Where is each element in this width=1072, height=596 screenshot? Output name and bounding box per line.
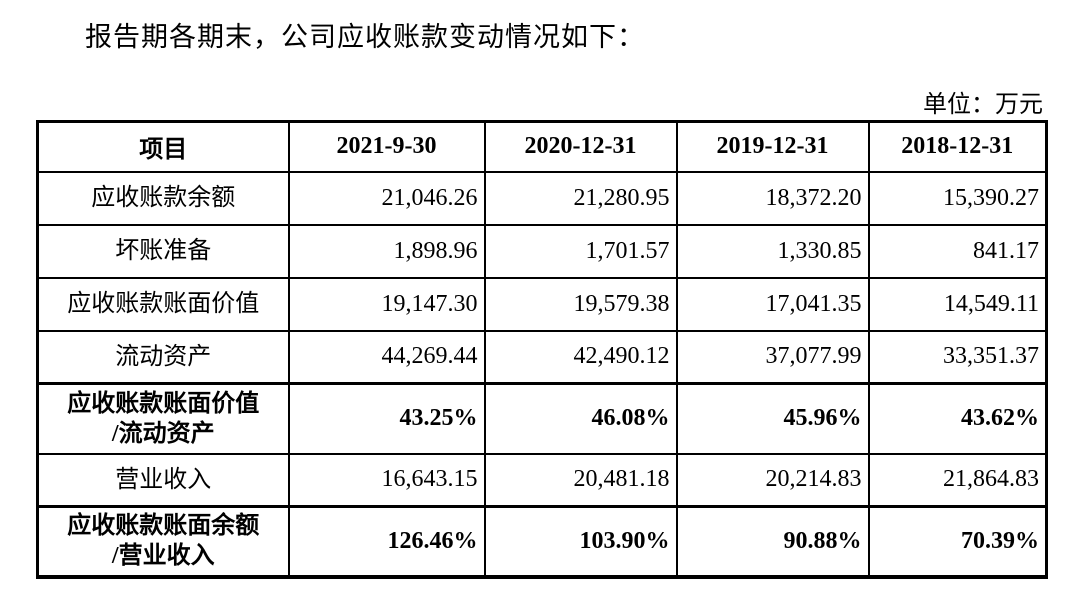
cell-value: 21,280.95 [483,170,678,226]
table-header-row: 项目 2021-9-30 2020-12-31 2019-12-31 2018-… [36,120,1048,173]
cell-value: 44,269.44 [287,329,486,385]
row-label-line: 应收账款账面余额 [67,513,260,540]
row-label-line: /流动资产 [111,420,215,447]
cell-value: 126.46% [287,505,486,578]
cell-value: 19,579.38 [483,276,678,332]
cell-value: 1,330.85 [675,223,870,279]
table-row: 营业收入 16,643.15 20,481.18 20,214.83 21,864.83 [36,452,1048,508]
row-label-line: 坏账准备 [115,238,212,264]
cell-value: 1,701.57 [483,223,678,279]
cell-value: 20,481.18 [483,452,678,508]
table-body: 应收账款余额 21,046.26 21,280.95 18,372.20 15,390.… [36,170,1048,578]
row-label-line: /营业收入 [111,543,215,570]
row-label: 流动资产 [36,329,290,385]
header-cell-date-4: 2018-12-31 [867,120,1048,173]
cell-value: 20,214.83 [675,452,870,508]
row-label: 应收账款账面价值/流动资产 [36,382,290,455]
receivables-table: 项目 2021-9-30 2020-12-31 2019-12-31 2018-… [36,120,1048,579]
table-row: 应收账款账面价值/流动资产 43.25% 46.08% 45.96% 43.62% [36,382,1048,455]
cell-value: 21,046.26 [287,170,486,226]
cell-value: 1,898.96 [287,223,486,279]
cell-value: 16,643.15 [287,452,486,508]
cell-value: 103.90% [483,505,678,578]
table-row: 坏账准备 1,898.96 1,701.57 1,330.85 841.17 [36,223,1048,279]
cell-value: 19,147.30 [287,276,486,332]
cell-value: 841.17 [867,223,1048,279]
row-label-line: 营业收入 [115,466,212,493]
row-label: 应收账款账面价值 [36,276,290,332]
table-row: 流动资产 44,269.44 42,490.12 37,077.99 33,351.37 [36,329,1048,385]
cell-value: 17,041.35 [675,276,870,332]
cell-value: 43.25% [287,382,486,455]
table-row: 应收账款账面价值 19,147.30 19,579.38 17,041.35 14,54… [36,276,1048,332]
cell-value: 42,490.12 [483,329,678,385]
header-cell-date-1: 2021-9-30 [287,120,486,173]
row-label: 坏账准备 [36,223,290,279]
header-cell-item: 项目 [36,120,290,173]
unit-note: 单位：万元 [923,92,1043,118]
row-label: 应收账款账面余额/营业收入 [36,505,290,578]
cell-value: 33,351.37 [867,329,1048,385]
cell-value: 45.96% [675,382,870,455]
header-cell-date-2: 2020-12-31 [483,120,678,173]
row-label-line: 应收账款账面价值 [67,291,260,317]
row-label-line: 应收账款账面价值 [67,390,260,417]
cell-value: 46.08% [483,382,678,455]
table-row: 应收账款余额 21,046.26 21,280.95 18,372.20 15,390.… [36,170,1048,226]
cell-value: 14,549.11 [867,276,1048,332]
row-label-line: 应收账款余额 [91,185,236,211]
cell-value: 70.39% [867,505,1048,578]
row-label: 营业收入 [36,452,290,508]
cell-value: 37,077.99 [675,329,870,385]
row-label: 应收账款余额 [36,170,290,226]
row-label-line: 流动资产 [115,343,212,370]
header-cell-date-3: 2019-12-31 [675,120,870,173]
table-row: 应收账款账面余额/营业收入 126.46% 103.90% 90.88% 70.39% [36,505,1048,578]
document-title: 报告期各期末，公司应收账款变动情况如下： [85,22,645,52]
cell-value: 21,864.83 [867,452,1048,508]
cell-value: 18,372.20 [675,170,870,226]
cell-value: 15,390.27 [867,170,1048,226]
cell-value: 90.88% [675,505,870,578]
cell-value: 43.62% [867,382,1048,455]
